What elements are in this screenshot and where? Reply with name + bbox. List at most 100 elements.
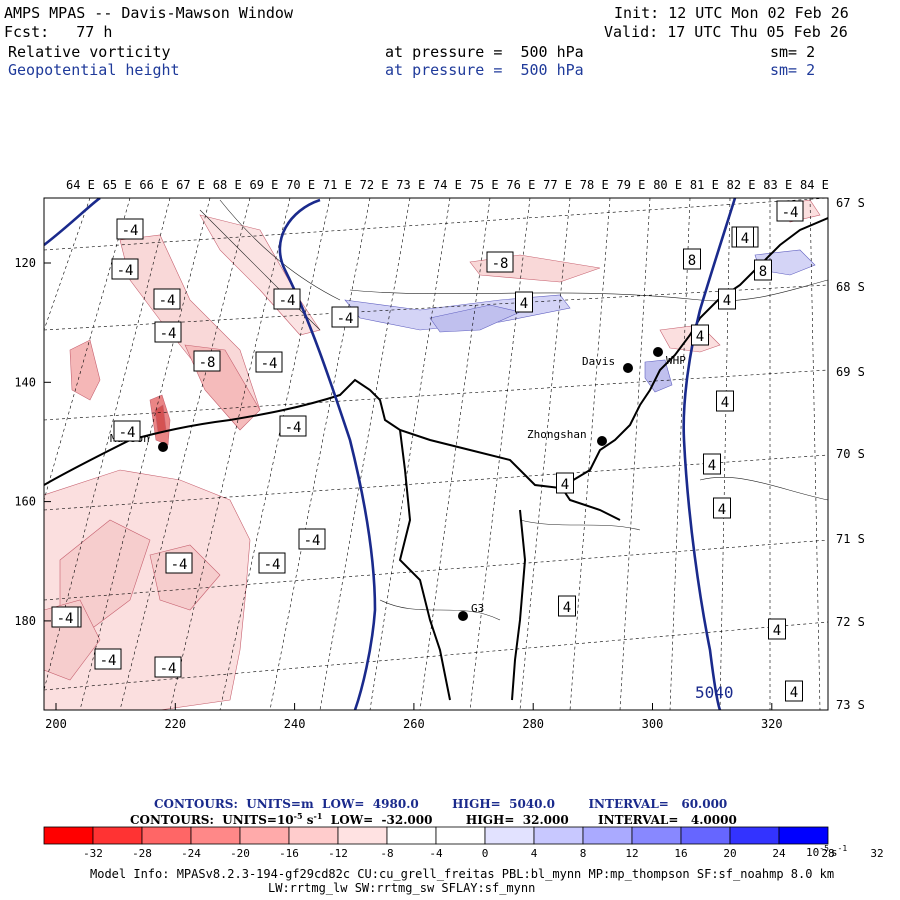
field2-level: at pressure = 500 hPa <box>385 61 584 79</box>
y-tick-label: 160 <box>14 495 36 509</box>
colorbar-swatch <box>190 826 241 845</box>
vort-label-text: 8 <box>759 264 767 280</box>
vort-label-box <box>691 324 709 346</box>
vort-label-box <box>258 552 286 574</box>
lat-label: 69 S <box>836 365 865 379</box>
lon-label: 71 E <box>323 178 352 192</box>
vort-label-box <box>736 226 754 248</box>
vort-label-text: -4 <box>337 311 354 327</box>
colorbar-label: -20 <box>230 847 250 860</box>
plot-title: AMPS MPAS -- Davis-Mawson Window <box>4 4 293 22</box>
colorbar-label: 12 <box>625 847 638 860</box>
vort-label-text: -4 <box>304 533 321 549</box>
station-label-zhongshan: Zhongshan <box>527 428 587 441</box>
colorbar-swatch <box>582 826 633 845</box>
colorbar <box>43 826 829 845</box>
vort-label-text: -4 <box>100 653 117 669</box>
vort-label-box <box>153 288 181 310</box>
colorbar-label: -8 <box>380 847 393 860</box>
vort-label-text: -4 <box>122 223 139 239</box>
lat-label: 71 S <box>836 532 865 546</box>
lon-label: 72 E <box>360 178 389 192</box>
vort-label-text: -4 <box>119 425 136 441</box>
colorbar-swatch <box>92 826 143 845</box>
lon-label: 73 E <box>396 178 425 192</box>
vort-label-text: -8 <box>199 355 216 371</box>
lon-label: 65 E <box>103 178 132 192</box>
colorbar-units: 10-5 s-1 <box>806 844 847 859</box>
vort-label-box <box>713 497 731 519</box>
colorbar-swatch <box>435 826 486 845</box>
station-label-g3: G3 <box>471 602 484 615</box>
vorticity-contour-info: CONTOURS: UNITS=10-5 s-1 LOW= -32.000 HI… <box>130 811 737 827</box>
vort-label-text: -4 <box>160 326 177 342</box>
vort-label-box <box>331 306 359 328</box>
lon-label: 79 E <box>617 178 646 192</box>
height-contour-label: 5040 <box>695 683 734 702</box>
vort-label-text: 4 <box>773 623 781 639</box>
colorbar-labels: -32 -28 -24 -20 -16 -12 -8 -4 0 4 8 12 16 20 24 28 32 <box>83 847 884 860</box>
colorbar-label: 4 <box>531 847 538 860</box>
vort-label-box <box>558 595 576 617</box>
vort-label-text: -4 <box>285 420 302 436</box>
vort-label-box <box>116 218 144 240</box>
vort-label-box <box>113 420 141 442</box>
colorbar-label: -12 <box>328 847 348 860</box>
lon-label: 84 E <box>800 178 829 192</box>
colorbar-label: 16 <box>674 847 687 860</box>
vort-label-text: 4 <box>520 296 528 312</box>
lon-label: 77 E <box>543 178 572 192</box>
y-tick-label: 180 <box>14 614 36 628</box>
colorbar-swatch <box>43 826 94 845</box>
vort-label-text: 4 <box>563 600 571 616</box>
vort-label-text: -4 <box>261 356 278 372</box>
vort-label-box <box>298 528 326 550</box>
lon-label: 78 E <box>580 178 609 192</box>
vort-label-box <box>768 618 786 640</box>
vort-label-text: -4 <box>160 661 177 677</box>
field1-level: at pressure = 500 hPa <box>385 43 584 61</box>
lat-label: 73 S <box>836 698 865 712</box>
vort-label-box <box>165 552 193 574</box>
colorbar-label: -24 <box>181 847 201 860</box>
station-label-davis: Davis <box>582 355 615 368</box>
colorbar-label: -16 <box>279 847 299 860</box>
vort-label-box <box>255 351 283 373</box>
x-tick-label: 220 <box>164 717 186 731</box>
vort-label-text: -4 <box>57 611 74 627</box>
init-time: Init: 12 UTC Mon 02 Feb 26 <box>614 4 849 22</box>
model-info-line1: Model Info: MPASv8.2.3-194-gf29cd82c CU:… <box>90 867 835 881</box>
colorbar-swatch <box>141 826 192 845</box>
x-tick-label: 300 <box>642 717 664 731</box>
height-contour-info: CONTOURS: UNITS=m LOW= 4980.0 HIGH= 5040… <box>154 797 728 811</box>
vort-label-text: -4 <box>159 293 176 309</box>
colorbar-label: 32 <box>870 847 883 860</box>
colorbar-label: 24 <box>772 847 786 860</box>
vort-label-text: -4 <box>279 293 296 309</box>
lon-label: 83 E <box>763 178 792 192</box>
x-tick-label: 200 <box>45 717 67 731</box>
lon-label: 64 E <box>66 178 95 192</box>
vorticity-contours <box>199 199 828 621</box>
colorbar-label: 28 <box>821 847 834 860</box>
model-info-line2: LW:rrtmg_lw SW:rrtmg_sw SFLAY:sf_mynn <box>268 881 536 895</box>
lon-label: 70 E <box>286 178 315 192</box>
lon-label: 82 E <box>727 178 756 192</box>
vort-label-text: 4 <box>561 477 569 493</box>
vort-label-box <box>486 251 514 273</box>
vort-label-box <box>154 321 182 343</box>
vort-label-box <box>683 248 701 270</box>
vort-label-box <box>111 258 139 280</box>
colorbar-swatch <box>484 826 535 845</box>
vort-label-box <box>273 288 301 310</box>
vort-label-text: -4 <box>782 205 799 221</box>
vort-label-text: 4 <box>718 502 726 518</box>
colorbar-swatch <box>386 826 437 845</box>
right-latitude-labels: 67 S 68 S 69 S 70 S 71 S 72 S 73 S <box>836 196 865 712</box>
x-tick-label: 260 <box>403 717 425 731</box>
lat-label: 67 S <box>836 196 865 210</box>
colorbar-swatch <box>631 826 682 845</box>
vort-label-text: -4 <box>171 557 188 573</box>
vort-label-box <box>718 288 736 310</box>
